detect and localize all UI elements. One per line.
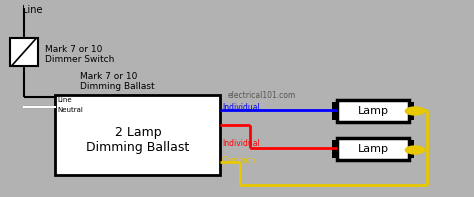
Bar <box>55 95 220 175</box>
Text: 2 Lamp
Dimming Ballast: 2 Lamp Dimming Ballast <box>86 126 190 154</box>
Bar <box>10 38 38 66</box>
Bar <box>409 102 414 120</box>
Bar <box>409 140 414 158</box>
Text: Individual: Individual <box>222 103 260 112</box>
Text: Lamp: Lamp <box>357 144 389 154</box>
Text: Lamp: Lamp <box>357 106 389 116</box>
Text: Mark 7 or 10
Dimming Ballast: Mark 7 or 10 Dimming Ballast <box>80 72 155 91</box>
Text: Common: Common <box>222 156 256 165</box>
Text: Line: Line <box>22 5 43 15</box>
Bar <box>332 102 337 120</box>
Circle shape <box>405 146 425 154</box>
Text: Neutral: Neutral <box>57 107 83 113</box>
Text: electrical101.com: electrical101.com <box>228 91 296 100</box>
Text: Mark 7 or 10
Dimmer Switch: Mark 7 or 10 Dimmer Switch <box>45 45 114 64</box>
Circle shape <box>405 107 425 115</box>
Text: Individual: Individual <box>222 139 260 148</box>
Bar <box>337 138 409 160</box>
Bar <box>332 140 337 158</box>
Text: Line: Line <box>57 97 72 103</box>
Bar <box>337 100 409 122</box>
